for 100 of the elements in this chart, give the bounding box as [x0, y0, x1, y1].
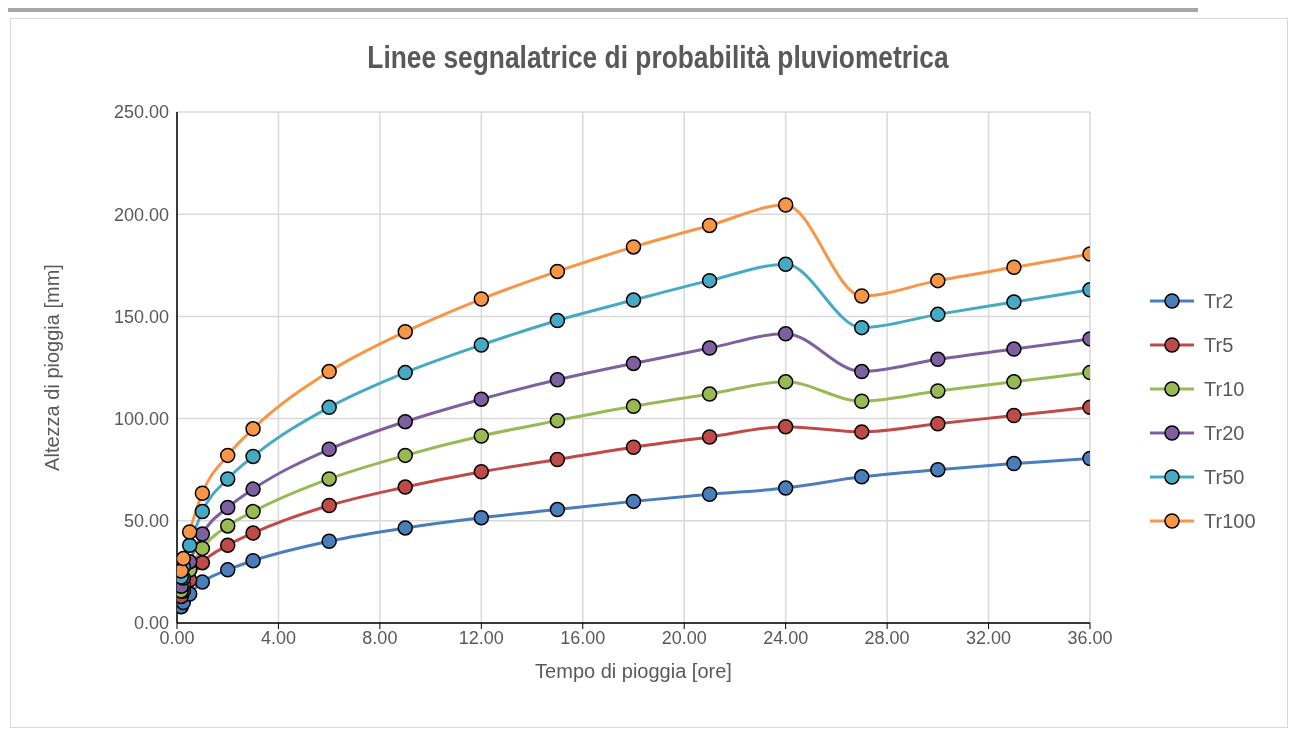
point — [321, 441, 337, 458]
x-tick-label: 16.00 — [560, 627, 606, 648]
point — [854, 288, 870, 304]
point — [854, 469, 870, 485]
x-axis-title: Tempo di pioggia [ore] — [535, 660, 732, 682]
point — [219, 537, 236, 554]
point — [625, 355, 642, 372]
chart-title: Linee segnalatrice di probabilità pluviometrica — [366, 40, 950, 76]
x-tick-label: 8.00 — [362, 627, 398, 648]
point — [549, 312, 566, 329]
point — [194, 540, 211, 557]
point — [1006, 341, 1022, 357]
point — [549, 412, 566, 429]
x-tick-label: 24.00 — [763, 627, 809, 648]
point — [549, 372, 566, 388]
point — [777, 419, 794, 435]
point — [701, 486, 718, 502]
point — [245, 503, 261, 520]
x-tick-label: 32.00 — [966, 627, 1012, 648]
point — [194, 526, 211, 542]
point — [397, 323, 413, 340]
x-tick-label: 4.00 — [260, 627, 296, 648]
point — [245, 481, 261, 497]
point — [181, 524, 198, 540]
x-tick-label: 12.00 — [458, 627, 504, 648]
y-tick-label: 200.00 — [113, 204, 169, 225]
point — [321, 399, 337, 416]
point — [1006, 455, 1022, 472]
point — [245, 552, 261, 569]
y-tick-label: 250.00 — [113, 102, 169, 123]
point — [777, 326, 794, 342]
point — [473, 428, 490, 444]
point — [473, 291, 490, 307]
point — [219, 562, 236, 578]
point — [549, 263, 566, 280]
point — [397, 413, 413, 430]
point — [219, 499, 236, 516]
y-axis-title: Altezza di pioggia [mm] — [41, 264, 64, 471]
point — [194, 503, 211, 520]
point — [930, 351, 946, 368]
point — [701, 340, 718, 356]
point — [321, 497, 337, 514]
point — [777, 480, 794, 496]
legend-label: Tr50 — [1204, 465, 1245, 489]
point — [854, 363, 870, 380]
point — [245, 448, 261, 465]
point — [473, 391, 490, 407]
legend-label: Tr10 — [1204, 377, 1245, 401]
point — [930, 306, 946, 323]
point — [701, 429, 718, 445]
point — [701, 217, 718, 234]
point — [473, 337, 490, 353]
point — [930, 383, 946, 399]
point — [397, 364, 413, 381]
point — [181, 537, 198, 554]
point — [321, 363, 337, 380]
legend-label: Tr5 — [1204, 333, 1234, 357]
point — [625, 398, 642, 415]
point — [625, 493, 642, 510]
point — [625, 292, 642, 308]
point — [1006, 294, 1022, 310]
point — [777, 256, 794, 273]
x-tick-label: 20.00 — [661, 627, 707, 648]
point — [701, 272, 718, 289]
legend-label: Tr2 — [1204, 289, 1234, 313]
point — [701, 386, 718, 402]
legend-label: Tr20 — [1204, 421, 1245, 445]
point — [321, 471, 337, 487]
point — [473, 509, 490, 526]
point — [854, 319, 870, 336]
point — [549, 501, 566, 518]
point — [194, 574, 211, 590]
point — [194, 485, 211, 501]
point — [625, 439, 642, 455]
point — [397, 447, 413, 464]
point — [177, 550, 192, 567]
point — [854, 424, 870, 440]
point — [219, 518, 236, 534]
point — [549, 451, 566, 468]
point — [473, 463, 490, 480]
point — [219, 471, 236, 487]
point — [1006, 374, 1022, 390]
y-tick-label: 100.00 — [113, 408, 169, 429]
point — [777, 197, 794, 213]
point — [321, 533, 337, 549]
x-tick-label: 36.00 — [1067, 627, 1113, 648]
point — [930, 415, 946, 432]
point — [1006, 259, 1022, 276]
point — [245, 525, 261, 541]
point — [397, 520, 413, 536]
point — [930, 272, 946, 289]
point — [219, 447, 236, 464]
y-tick-label: 150.00 — [113, 306, 169, 327]
point — [1006, 407, 1022, 424]
point — [777, 374, 794, 390]
x-tick-label: 28.00 — [864, 627, 910, 648]
point — [930, 461, 946, 478]
point — [625, 239, 642, 255]
y-tick-label: 50.00 — [123, 511, 169, 532]
point — [854, 393, 870, 409]
